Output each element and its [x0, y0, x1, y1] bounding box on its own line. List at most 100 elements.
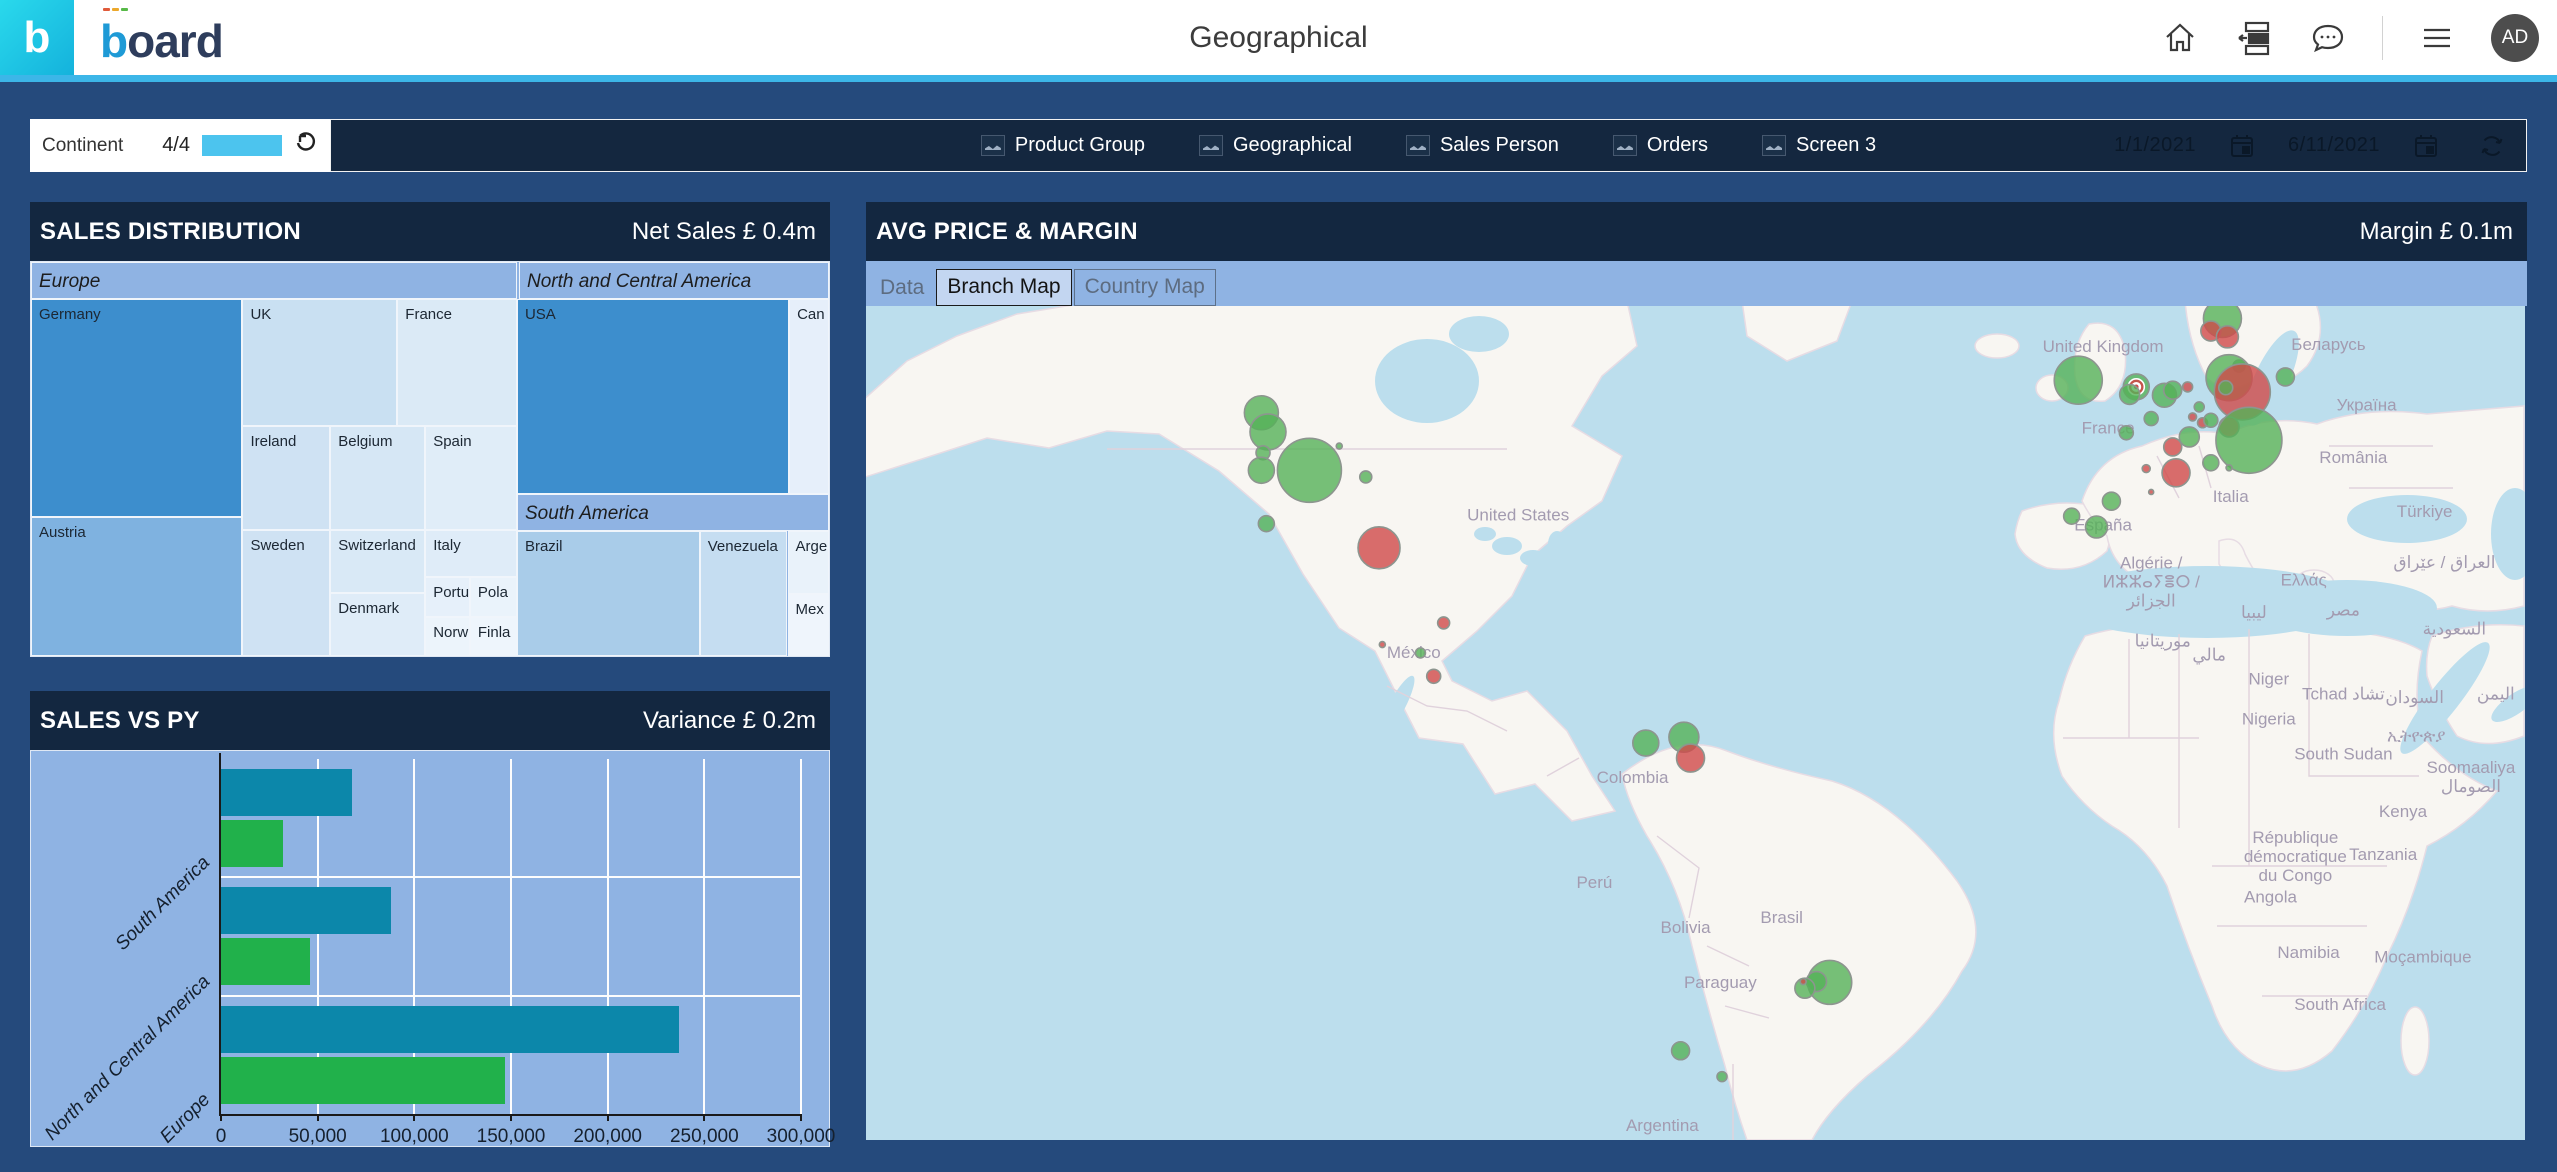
map-bubble[interactable] [2162, 437, 2183, 457]
map-bubble[interactable] [2062, 507, 2081, 525]
avatar[interactable]: AD [2491, 13, 2539, 62]
bar-series-green-south-america[interactable] [221, 820, 283, 867]
treemap-node-italy[interactable]: Italy [425, 530, 517, 578]
bar-series-green-north-and-central-america[interactable] [221, 938, 310, 986]
x-tick-label: 150,000 [476, 1126, 546, 1147]
calendar-from-icon[interactable] [2222, 126, 2262, 166]
treemap-node-venezuela[interactable]: Venezuela [699, 531, 788, 656]
map-bubble[interactable] [2215, 325, 2240, 349]
map-bubble[interactable] [1257, 514, 1276, 533]
treemap-node-austria[interactable]: Austria [31, 517, 243, 656]
map-label: Türkiye [2397, 502, 2453, 521]
map-bubble[interactable] [1425, 668, 1442, 685]
map-bubble[interactable] [2084, 515, 2109, 539]
treemap-node-france[interactable]: France [397, 298, 517, 426]
map-bubble[interactable] [1335, 442, 1344, 450]
board-logo-icon[interactable]: b [0, 0, 74, 75]
screen-tab-geographical[interactable]: Geographical [1198, 134, 1352, 157]
map-bubble[interactable] [2143, 410, 2159, 427]
treemap-node-switzerland[interactable]: Switzerland [330, 530, 426, 593]
map-label: العراق / عێراق [2393, 553, 2495, 573]
treemap-node-denmark[interactable]: Denmark [330, 592, 426, 656]
treemap-node-arge[interactable]: Arge [787, 531, 829, 595]
home-icon[interactable] [2160, 18, 2200, 58]
map-bubble[interactable] [1276, 437, 1343, 504]
map-tab-data[interactable]: Data [880, 276, 925, 299]
treemap-node-finla[interactable]: Finla [469, 616, 517, 656]
screen-tab-product-group[interactable]: Product Group [980, 134, 1145, 157]
treemap-node-belgium[interactable]: Belgium [330, 425, 426, 531]
bar-series-teal-europe[interactable] [221, 1005, 680, 1053]
treemap-node-europe[interactable]: Europe [31, 262, 517, 299]
x-tick-label: 200,000 [573, 1126, 642, 1147]
map-bubble[interactable] [2141, 463, 2152, 474]
map-bubble[interactable] [2161, 458, 2191, 488]
map-bubble[interactable] [1357, 526, 1401, 570]
treemap-node-north-and-central-america[interactable]: North and Central America [518, 262, 829, 299]
map-bubble[interactable] [1675, 743, 1706, 773]
date-from[interactable]: 1/1/2021 [2114, 134, 2196, 156]
map-bubble[interactable] [1414, 647, 1427, 659]
treemap-node-spain[interactable]: Spain [425, 425, 517, 531]
comments-icon[interactable] [2308, 18, 2348, 58]
map-label: Tanzania [2349, 845, 2418, 864]
map-bubble[interactable] [1799, 977, 1808, 986]
screen-tab-icon [980, 135, 1005, 156]
bar-series-green-europe[interactable] [221, 1056, 506, 1104]
map-bubble[interactable] [2215, 406, 2283, 475]
sales-distribution-panel: SALES DISTRIBUTION Net Sales £ 0.4m Euro… [30, 202, 830, 657]
branch-map[interactable]: United Kingdom Беларусь Україна România Fran… [866, 306, 2525, 1140]
treemap-node-portu[interactable]: Portu [425, 577, 470, 617]
map-bubble[interactable] [2225, 463, 2233, 472]
treemap-node-norw[interactable]: Norw [425, 616, 470, 656]
map-tab-branch-map[interactable]: Branch Map [936, 269, 1072, 306]
treemap-node-germany[interactable]: Germany [31, 298, 243, 518]
map-bubble[interactable] [2217, 379, 2234, 396]
treemap-node-south-america[interactable]: South America [516, 494, 829, 532]
map-bubble[interactable] [2118, 383, 2141, 406]
refresh-dates-icon[interactable] [2472, 126, 2512, 166]
map-tab-country-map[interactable]: Country Map [1073, 269, 1216, 306]
map-bubble[interactable] [2118, 424, 2135, 441]
screen-tab-screen-3[interactable]: Screen 3 [1762, 134, 1876, 157]
map-bubble[interactable] [1247, 456, 1276, 485]
treemap-node-ireland[interactable]: Ireland [242, 425, 331, 531]
map-label: اليمن [2477, 685, 2515, 705]
map-bubble[interactable] [1670, 1040, 1691, 1061]
undo-selection-icon[interactable] [294, 131, 318, 160]
treemap-node-usa[interactable]: USA [516, 298, 790, 495]
treemap-node-pola[interactable]: Pola [469, 577, 517, 617]
map-bubble[interactable] [1358, 470, 1373, 484]
map-bubble[interactable] [2193, 401, 2206, 413]
map-bubble[interactable] [2178, 426, 2201, 448]
map-bubble[interactable] [2053, 355, 2104, 406]
continent-selector[interactable]: Continent 4/4 [30, 119, 330, 172]
treemap-node-sweden[interactable]: Sweden [242, 530, 331, 656]
map-bubble[interactable] [1436, 616, 1451, 630]
treemap-node-brazil[interactable]: Brazil [516, 531, 700, 656]
bar-series-teal-north-and-central-america[interactable] [221, 887, 392, 935]
map-bubble[interactable] [2101, 491, 2122, 511]
map-bubble[interactable] [1249, 413, 1287, 451]
screen-tab-orders[interactable]: Orders [1612, 134, 1708, 157]
map-bubble[interactable] [2162, 380, 2183, 401]
map-bubble[interactable] [1716, 1070, 1728, 1083]
menu-icon[interactable] [2417, 18, 2457, 58]
date-to[interactable]: 6/11/2021 [2288, 134, 2380, 156]
map-bubble[interactable] [2203, 412, 2219, 429]
map-bubble[interactable] [2147, 488, 2155, 496]
treemap-node-uk[interactable]: UK [242, 298, 398, 426]
map-bubble[interactable] [2181, 381, 2194, 393]
map-bubble[interactable] [2275, 367, 2296, 387]
bar-series-teal-south-america[interactable] [221, 769, 353, 816]
toolbar-dark-strip: Product Group Geographical Sales Person Ord… [330, 119, 2527, 172]
screens-icon[interactable] [2234, 18, 2274, 58]
map-bubble[interactable] [1378, 640, 1387, 649]
treemap-node-can[interactable]: Can [789, 298, 829, 495]
treemap-node-mex[interactable]: Mex [787, 594, 829, 656]
calendar-to-icon[interactable] [2406, 126, 2446, 166]
map-bubble[interactable] [2202, 453, 2220, 472]
screen-tab-sales-person[interactable]: Sales Person [1405, 134, 1559, 157]
map-bubble[interactable] [2187, 412, 2198, 422]
map-bubble[interactable] [1631, 729, 1660, 757]
